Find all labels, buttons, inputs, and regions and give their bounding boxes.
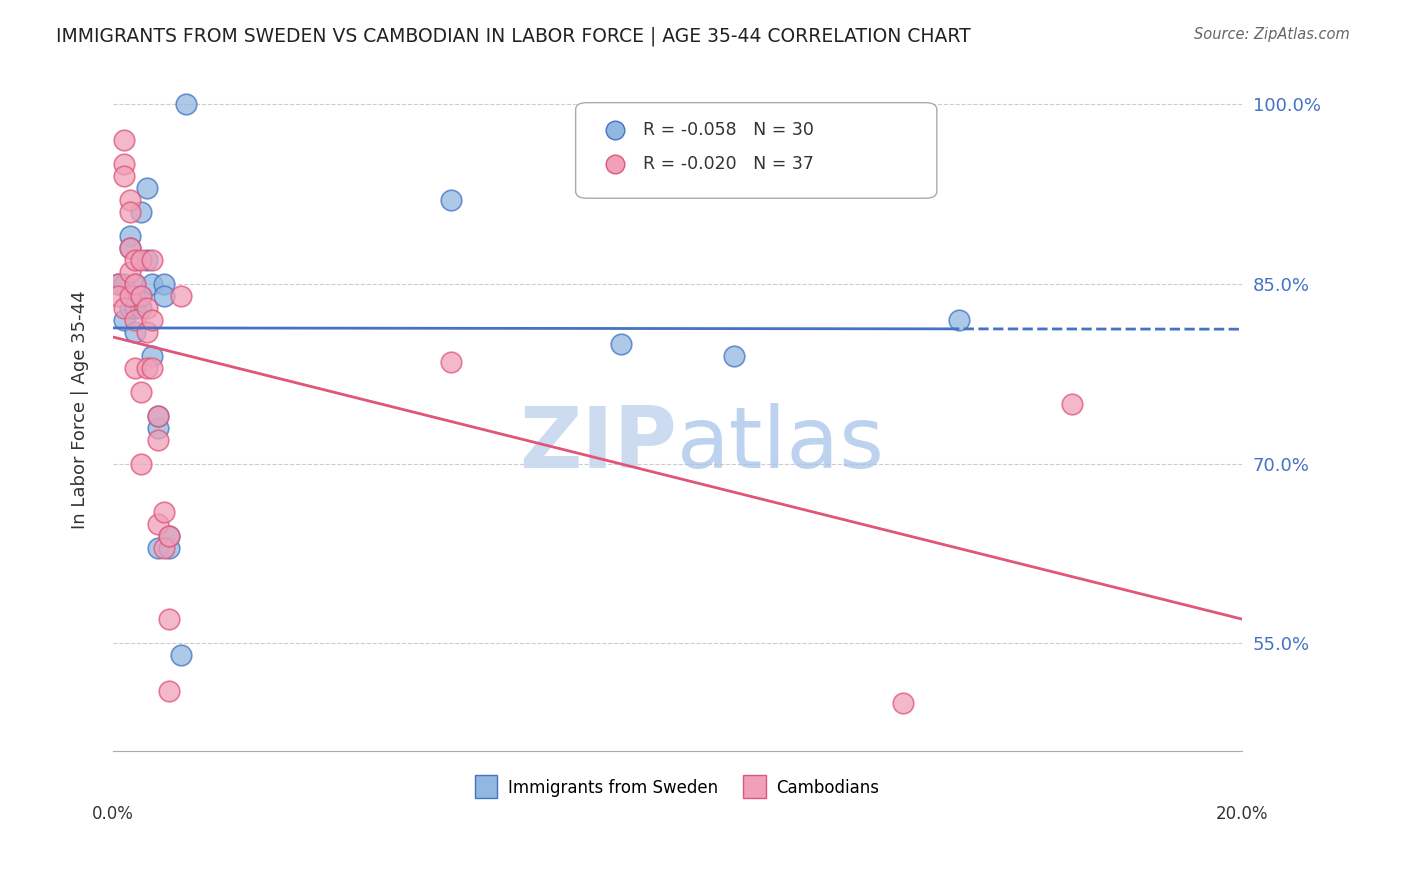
Point (107, 277, 129, 292)
Text: IMMIGRANTS FROM SWEDEN VS CAMBODIAN IN LABOR FORCE | AGE 35-44 CORRELATION CHART: IMMIGRANTS FROM SWEDEN VS CAMBODIAN IN L… (56, 27, 972, 46)
Point (146, 409, 169, 423)
Point (124, 325, 146, 339)
Point (112, 301, 135, 315)
Point (440, 194, 463, 208)
Point (169, 648, 191, 663)
Point (118, 241, 141, 255)
Legend: Immigrants from Sweden, Cambodians: Immigrants from Sweden, Cambodians (468, 771, 886, 805)
Point (129, 289, 152, 303)
Point (146, 541, 169, 555)
Point (157, 541, 180, 555)
Text: 0.0%: 0.0% (91, 805, 134, 823)
Point (440, 355, 463, 369)
Point (129, 289, 152, 303)
Point (129, 457, 152, 471)
Point (118, 205, 141, 219)
Point (948, 313, 970, 327)
Point (135, 361, 157, 376)
Point (610, 337, 633, 351)
Point (135, 301, 157, 315)
Point (141, 313, 163, 327)
Point (112, 157, 135, 171)
Point (135, 181, 157, 195)
Point (723, 349, 745, 363)
Text: R = -0.020   N = 37: R = -0.020 N = 37 (644, 155, 814, 173)
Text: atlas: atlas (678, 402, 886, 485)
Point (112, 133, 135, 147)
Point (157, 529, 180, 543)
Point (129, 384, 152, 399)
Point (129, 205, 152, 219)
Text: ZIP: ZIP (519, 402, 678, 485)
Point (141, 253, 163, 268)
Point (141, 349, 163, 363)
FancyBboxPatch shape (575, 103, 936, 198)
Point (118, 241, 141, 255)
Point (157, 613, 180, 627)
Point (124, 277, 146, 292)
Point (152, 289, 174, 303)
Point (141, 361, 163, 376)
Y-axis label: In Labor Force | Age 35-44: In Labor Force | Age 35-44 (72, 291, 89, 529)
Point (124, 313, 146, 327)
Point (891, 697, 914, 711)
Text: Source: ZipAtlas.com: Source: ZipAtlas.com (1194, 27, 1350, 42)
Point (118, 194, 141, 208)
Point (124, 289, 146, 303)
Point (118, 289, 141, 303)
Point (152, 277, 174, 292)
Point (141, 277, 163, 292)
Point (157, 529, 180, 543)
Point (135, 253, 157, 268)
Point (129, 301, 152, 315)
Point (118, 301, 141, 315)
Point (107, 277, 129, 292)
Point (146, 516, 169, 531)
Point (124, 301, 146, 315)
Point (157, 684, 180, 698)
Point (112, 313, 135, 327)
Point (107, 289, 129, 303)
Point (1062, 397, 1084, 411)
Point (124, 361, 146, 376)
Point (112, 169, 135, 184)
Point (118, 229, 141, 244)
Point (112, 277, 135, 292)
Point (146, 433, 169, 447)
Point (169, 289, 191, 303)
Text: 20.0%: 20.0% (1215, 805, 1268, 823)
Point (152, 505, 174, 519)
Text: R = -0.058   N = 30: R = -0.058 N = 30 (644, 121, 814, 139)
Point (152, 541, 174, 555)
Point (124, 277, 146, 292)
Point (174, 97, 197, 112)
Point (124, 253, 146, 268)
Point (135, 325, 157, 339)
Point (129, 253, 152, 268)
Point (118, 265, 141, 279)
Point (146, 421, 169, 435)
Point (146, 409, 169, 423)
